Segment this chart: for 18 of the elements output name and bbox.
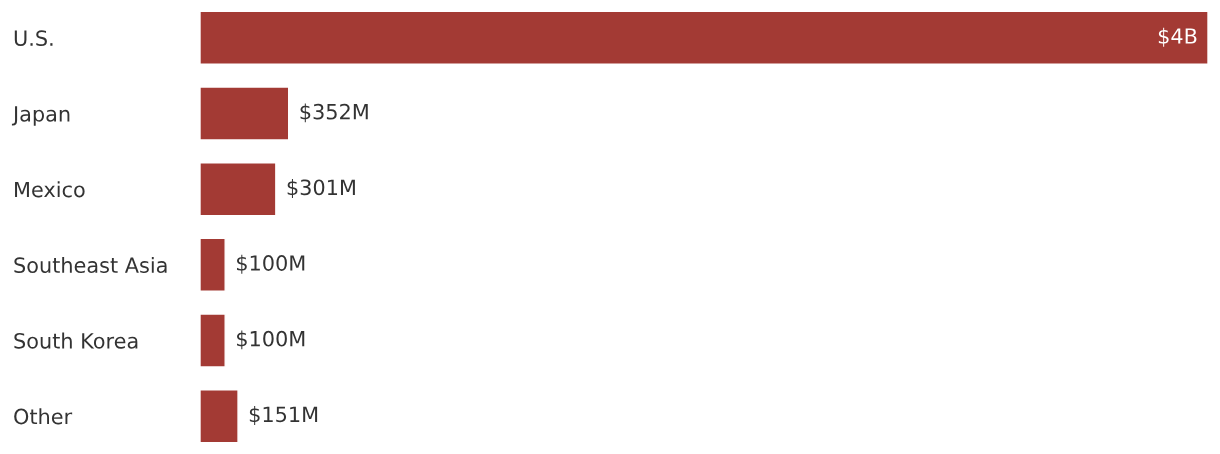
data-label: $151M	[249, 406, 318, 425]
bar	[200, 237, 226, 293]
data-label: $100M	[237, 254, 305, 274]
y-tick-label: Japan	[11, 106, 70, 126]
bar	[200, 313, 226, 368]
data-label: $100M	[237, 330, 305, 350]
data-label: $352M	[300, 103, 368, 123]
bar	[200, 388, 239, 444]
data-label: $4B	[1158, 27, 1197, 47]
y-tick-label: U.S.	[14, 30, 53, 47]
data-label: $301M	[287, 179, 355, 198]
y-tick-label: Mexico	[15, 181, 85, 198]
bar	[200, 10, 1208, 66]
bar	[200, 161, 277, 217]
y-tick-label: Other	[14, 408, 73, 425]
y-tick-label: Southeast Asia	[14, 256, 167, 274]
y-tick-label: South Korea	[14, 332, 138, 349]
bar	[200, 86, 290, 141]
